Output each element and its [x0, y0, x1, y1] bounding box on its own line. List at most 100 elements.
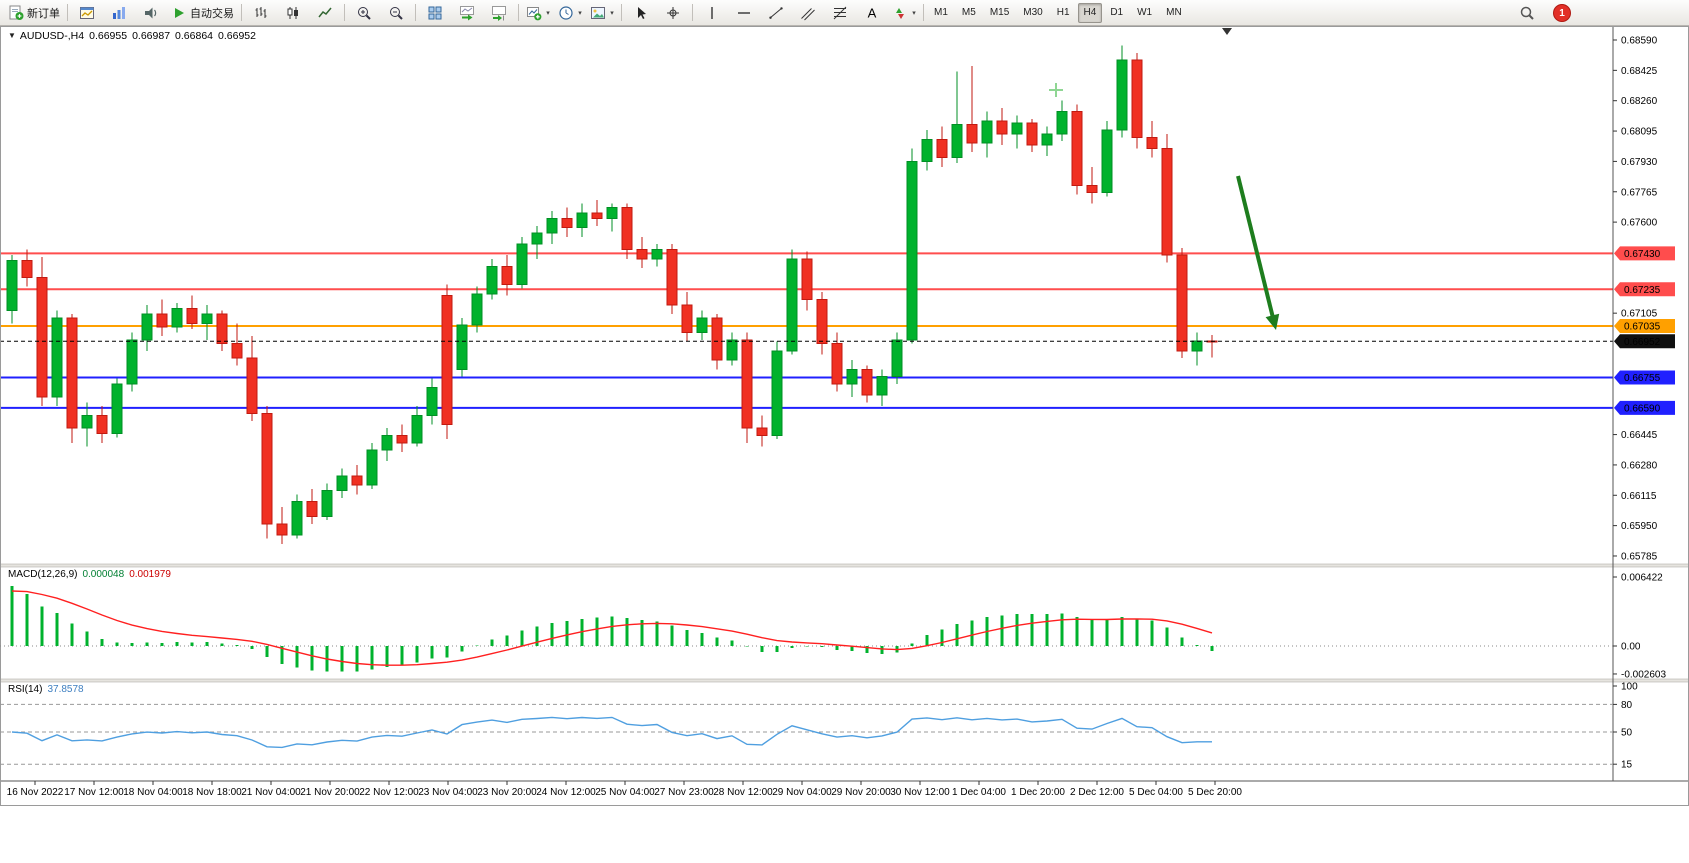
periods-dropdown[interactable]: ▾ [554, 1, 586, 25]
rsi-indicator-label: RSI(14) 37.8578 [8, 684, 84, 695]
chart-shift-button[interactable] [483, 1, 515, 25]
timeframe-button-d1[interactable]: D1 [1110, 6, 1124, 18]
toolbar-separator [923, 4, 924, 21]
candle [216, 313, 228, 345]
price-axis-label: 0.68095 [1621, 127, 1658, 138]
svg-text:0.66590: 0.66590 [1624, 403, 1661, 414]
vertical-line-button[interactable] [696, 1, 728, 25]
templates-dropdown[interactable]: ▾ [586, 1, 618, 25]
time-axis[interactable] [0, 782, 1689, 806]
timeframe-button-m30[interactable]: M30 [1023, 6, 1043, 18]
candle [741, 339, 753, 429]
tile-windows-button[interactable] [419, 1, 451, 25]
candle [396, 434, 408, 444]
equidistant-channel-button[interactable] [792, 1, 824, 25]
candle [831, 343, 843, 385]
fibonacci-icon [833, 6, 847, 19]
line-chart-icon [318, 7, 332, 17]
candle [786, 258, 798, 352]
new-order-button[interactable]: 新订单 [4, 1, 64, 25]
open-value: 0.66955 [89, 30, 128, 42]
candle [21, 260, 33, 278]
trend-arrow[interactable] [1236, 175, 1276, 321]
text-button[interactable]: A [856, 1, 888, 25]
auto-scroll-button[interactable] [451, 1, 483, 25]
crosshair-button[interactable] [657, 1, 689, 25]
macd-axis-label: 0.00 [1621, 642, 1641, 653]
new-chart-button[interactable] [71, 1, 103, 25]
candle [81, 414, 93, 429]
time-axis-label: 1 Dec 20:00 [1011, 787, 1065, 798]
chart-shift-marker[interactable] [1222, 28, 1232, 35]
profiles-button[interactable] [103, 1, 135, 25]
timeframe-button-m15[interactable]: M15 [989, 6, 1010, 18]
price-tag: 0.66755 [1614, 370, 1675, 385]
fibonacci-button[interactable] [824, 1, 856, 25]
line-chart-button[interactable] [309, 1, 341, 25]
time-axis-label: 25 Nov 04:00 [595, 787, 655, 798]
price-axis-label: 0.68425 [1621, 66, 1658, 77]
zoom-out-button[interactable] [380, 1, 412, 25]
candlestick-chart-button[interactable] [277, 1, 309, 25]
arrows-icon [896, 7, 905, 19]
candle [636, 249, 648, 260]
candle [1011, 122, 1023, 135]
chevron-down-icon: ▾ [912, 9, 916, 17]
svg-text:0.67430: 0.67430 [1624, 249, 1661, 260]
close-value: 0.66952 [218, 30, 256, 42]
zoom-in-icon [358, 6, 371, 20]
new-chart-dropdown[interactable]: ▾ [522, 1, 554, 25]
macd-signal-line [11, 590, 1213, 666]
zoom-in-button[interactable] [348, 1, 380, 25]
cursor-icon [638, 6, 646, 19]
candle [1131, 59, 1143, 138]
time-axis-label: 22 Nov 12:00 [359, 787, 419, 798]
rsi-axis-label: 50 [1621, 728, 1633, 739]
cursor-button[interactable] [625, 1, 657, 25]
candle [381, 434, 393, 451]
horizontal-line-button[interactable] [728, 1, 760, 25]
toolbar: 新订单 自动交易 ▾ ▾ ▾ A ▾ M1 M5 M15 M30 H1 H4 D1 W1 MN 1 [0, 0, 1689, 26]
panel-splitter[interactable] [0, 563, 1689, 568]
candles [6, 45, 1218, 545]
timeframe-button-m1[interactable]: M1 [934, 6, 948, 18]
panel-splitter[interactable] [0, 678, 1689, 683]
candle [921, 138, 933, 162]
bar-chart-icon [255, 6, 267, 18]
timeframe-button-h4[interactable]: H4 [1077, 2, 1103, 23]
new-chart-plus-icon [527, 6, 542, 20]
time-axis-label: 18 Nov 04:00 [123, 787, 183, 798]
candle [651, 249, 663, 260]
horizontal-line-icon [738, 11, 750, 14]
candle [96, 414, 108, 435]
price-tag: 0.66590 [1614, 400, 1675, 415]
candle [861, 368, 873, 396]
time-axis-label: 5 Dec 20:00 [1188, 787, 1242, 798]
toolbar-separator [621, 4, 622, 21]
channel-icon [801, 7, 815, 20]
cross-marker[interactable] [1049, 83, 1063, 97]
market-watch-button[interactable] [135, 1, 167, 25]
timeframe-button-w1[interactable]: W1 [1137, 6, 1153, 18]
timeframe-button-m5[interactable]: M5 [961, 6, 976, 18]
one-click-trading-toggle[interactable]: ▼ [8, 31, 16, 40]
macd-indicator-label: MACD(12,26,9) 0.000048 0.001979 [8, 569, 171, 580]
trendline-button[interactable] [760, 1, 792, 25]
candle [531, 232, 543, 245]
price-axis-label: 0.65950 [1621, 521, 1658, 532]
notification-badge[interactable]: 1 [1553, 4, 1571, 22]
time-axis-label: 28 Nov 12:00 [713, 787, 773, 798]
arrows-button[interactable]: ▾ [888, 1, 920, 25]
search-button[interactable] [1511, 1, 1543, 25]
candle [846, 368, 858, 385]
timeframe-button-h1[interactable]: H1 [1056, 6, 1070, 18]
autotrading-button[interactable]: 自动交易 [167, 1, 238, 25]
toolbar-separator [692, 4, 693, 21]
timeframe-button-mn[interactable]: MN [1166, 6, 1182, 18]
bar-chart-button[interactable] [245, 1, 277, 25]
text-icon: A [868, 5, 877, 20]
candle [456, 324, 468, 370]
candle [546, 217, 558, 234]
svg-text:A: A [868, 5, 877, 20]
